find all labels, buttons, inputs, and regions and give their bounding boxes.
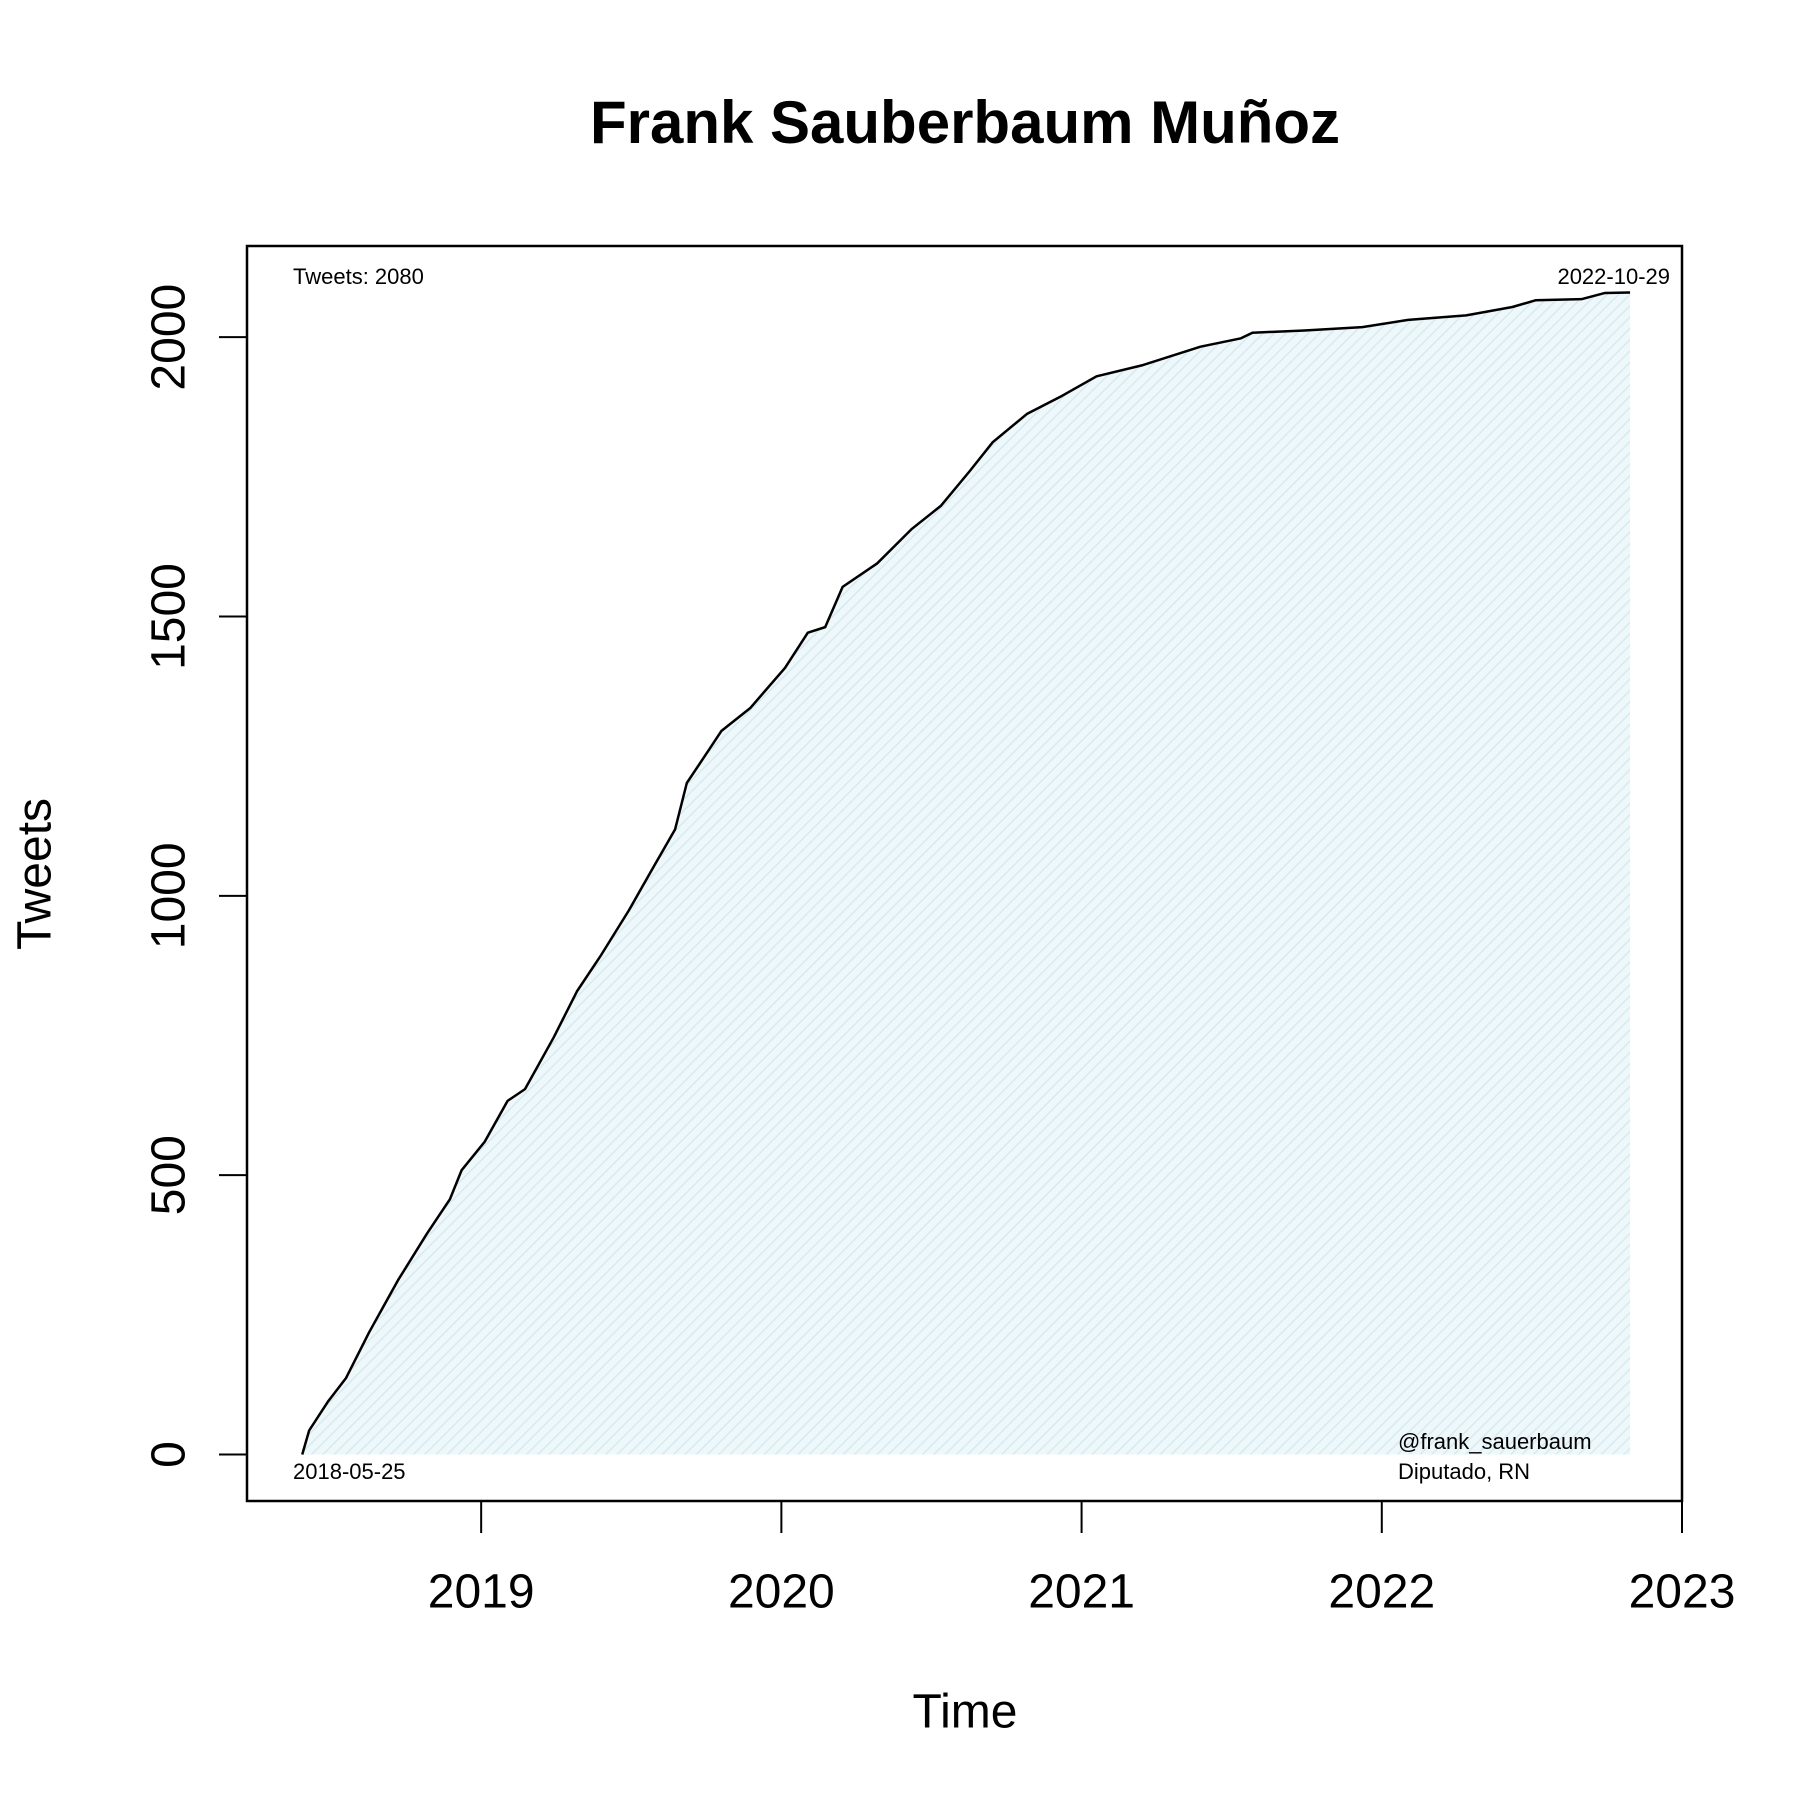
x-tick-label: 2019 [428, 1566, 535, 1619]
x-tick-label: 2022 [1328, 1566, 1435, 1619]
annotation: Tweets: 2080 [293, 264, 424, 289]
x-axis-label: Time [913, 1686, 1018, 1739]
area-fill [302, 292, 1631, 1455]
y-tick-label: 2000 [143, 284, 196, 391]
annotation: @frank_sauerbaum [1398, 1429, 1592, 1454]
x-tick-label: 2023 [1629, 1566, 1736, 1619]
annotation: Diputado, RN [1398, 1459, 1530, 1484]
annotation: 2022-10-29 [1557, 264, 1670, 289]
y-tick-label: 1000 [143, 842, 196, 949]
annotation: 2018-05-25 [293, 1459, 406, 1484]
chart-title: Frank Sauberbaum Muñoz [590, 89, 1340, 156]
x-tick-label: 2021 [1028, 1566, 1135, 1619]
y-tick-label: 500 [143, 1135, 196, 1215]
x-tick-label: 2020 [728, 1566, 835, 1619]
y-axis-label: Tweets [9, 798, 62, 950]
line [301, 291, 1631, 1455]
plot-frame [245, 244, 1684, 1503]
y-tick-label: 0 [143, 1441, 196, 1468]
y-tick-label: 1500 [143, 563, 196, 670]
